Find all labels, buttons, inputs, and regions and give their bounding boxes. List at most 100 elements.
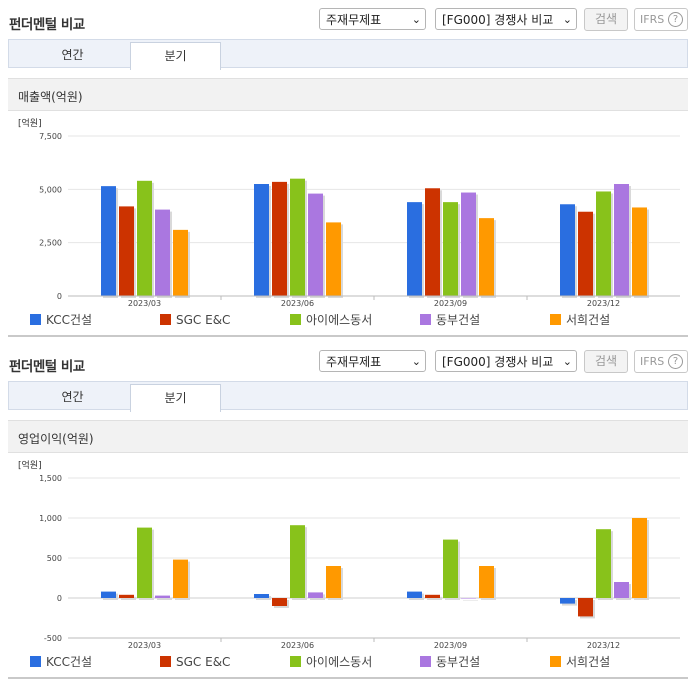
x-tick-label: 2023/06 [281, 641, 314, 650]
bar [578, 598, 593, 617]
legend-label: KCC건설 [46, 313, 93, 327]
tab-quarterly[interactable]: 분기 [130, 42, 221, 70]
tab-annual[interactable]: 연간 [61, 390, 84, 404]
period-tabs: 연간 분기 [8, 381, 688, 412]
bar [479, 218, 494, 296]
y-axis-unit-label: [억원] [18, 459, 42, 471]
legend-item[interactable]: KCC건설 [30, 312, 92, 328]
y-tick-label: 7,500 [39, 132, 62, 141]
bar [254, 184, 269, 296]
x-tick-label: 2023/09 [434, 641, 467, 650]
statement-select[interactable]: 주재무제표 ⌄ [319, 8, 426, 30]
legend-item[interactable]: 동부건설 [420, 312, 480, 328]
legend-item[interactable]: SGC E&C [160, 654, 230, 670]
legend-item[interactable]: 서희건설 [550, 312, 610, 328]
bar [173, 559, 188, 598]
bar [173, 229, 188, 296]
legend-label: 서희건설 [566, 655, 611, 669]
section-header: 영업이익(억원) [8, 420, 688, 453]
help-icon[interactable]: ? [668, 12, 683, 27]
chevron-down-icon: ⌄ [562, 13, 572, 26]
legend-swatch [420, 656, 431, 667]
bar [155, 209, 170, 296]
legend-item[interactable]: 아이에스동서 [290, 312, 372, 328]
bar [614, 184, 629, 296]
y-tick-label: 0 [57, 594, 62, 603]
ifrs-button[interactable]: IFRS ? [634, 350, 688, 373]
bar [119, 594, 134, 598]
ifrs-label: IFRS [640, 355, 665, 368]
legend-item[interactable]: SGC E&C [160, 312, 230, 328]
legend-label: 동부건설 [436, 313, 481, 327]
bar [272, 598, 287, 606]
compare-select[interactable]: [FG000] 경쟁사 비교 ⌄ [435, 8, 577, 30]
bar [560, 204, 575, 296]
bar [461, 598, 476, 599]
ifrs-label: IFRS [640, 13, 665, 26]
x-tick-label: 2023/06 [281, 299, 314, 308]
bar-shadow [463, 600, 478, 601]
legend-item[interactable]: 아이에스동서 [290, 654, 372, 670]
statement-select-value: 주재무제표 [326, 13, 382, 27]
panel-title: 펀더멘털 비교 [9, 359, 85, 375]
section-title: 영업이익(억원) [18, 432, 94, 446]
y-tick-label: 1,000 [39, 514, 62, 523]
panel-title: 펀더멘털 비교 [9, 17, 85, 33]
y-tick-label: -500 [44, 634, 62, 643]
bar [101, 591, 116, 598]
legend-label: KCC건설 [46, 655, 93, 669]
search-button[interactable]: 검색 [584, 8, 628, 31]
panel-header: 펀더멘털 비교 주재무제표 ⌄ [FG000] 경쟁사 비교 ⌄ 검색 IFRS… [0, 342, 696, 380]
y-tick-label: 0 [57, 292, 62, 301]
bar-shadow [427, 596, 442, 600]
y-tick-label: 2,500 [39, 239, 62, 248]
bar [560, 598, 575, 604]
x-tick-label: 2023/12 [587, 299, 620, 308]
help-icon[interactable]: ? [668, 354, 683, 369]
tab-annual[interactable]: 연간 [61, 48, 84, 62]
y-tick-label: 500 [47, 554, 62, 563]
y-axis-unit-label: [억원] [18, 117, 42, 129]
operating-profit-bar-chart: [억원] -500 0 500 1,000 1,500 2023/03 2023/06 2023… [18, 459, 680, 650]
bar [461, 192, 476, 296]
panel-header: 펀더멘털 비교 주재무제표 ⌄ [FG000] 경쟁사 비교 ⌄ 검색 IFRS… [0, 0, 696, 38]
bar [614, 582, 629, 598]
tab-quarterly[interactable]: 분기 [130, 384, 221, 412]
bar [425, 594, 440, 598]
legend-swatch [290, 314, 301, 325]
legend-label: SGC E&C [176, 655, 231, 669]
legend-item[interactable]: 서희건설 [550, 654, 610, 670]
x-tick-label: 2023/03 [128, 641, 161, 650]
bar [407, 202, 422, 296]
search-button[interactable]: 검색 [584, 350, 628, 373]
chevron-down-icon: ⌄ [411, 355, 421, 368]
bar [254, 594, 269, 598]
legend-swatch [550, 314, 561, 325]
compare-select-value: [FG000] 경쟁사 비교 [442, 13, 554, 27]
divider [8, 335, 688, 337]
statement-select-value: 주재무제표 [326, 355, 382, 369]
bar [479, 566, 494, 598]
compare-select[interactable]: [FG000] 경쟁사 비교 ⌄ [435, 350, 577, 372]
statement-select[interactable]: 주재무제표 ⌄ [319, 350, 426, 372]
bar [326, 222, 341, 296]
chevron-down-icon: ⌄ [562, 355, 572, 368]
bar [443, 202, 458, 296]
legend-item[interactable]: KCC건설 [30, 654, 92, 670]
period-tabs: 연간 분기 [8, 39, 688, 70]
legend-swatch [420, 314, 431, 325]
revenue-bar-chart: [억원] 0 2,500 5,000 7,500 2023/03 2023/06 2023/0… [18, 117, 680, 308]
fundamental-panel-revenue: 펀더멘털 비교 주재무제표 ⌄ [FG000] 경쟁사 비교 ⌄ 검색 IFRS… [0, 0, 696, 337]
bar [596, 529, 611, 598]
ifrs-button[interactable]: IFRS ? [634, 8, 688, 31]
bar [308, 592, 323, 598]
legend-swatch [550, 656, 561, 667]
bar [137, 527, 152, 598]
legend-item[interactable]: 동부건설 [420, 654, 480, 670]
legend-label: 아이에스동서 [306, 655, 373, 669]
bar [407, 591, 422, 598]
legend-label: 동부건설 [436, 655, 481, 669]
bar [101, 186, 116, 296]
bar [632, 207, 647, 296]
legend-label: 아이에스동서 [306, 313, 373, 327]
